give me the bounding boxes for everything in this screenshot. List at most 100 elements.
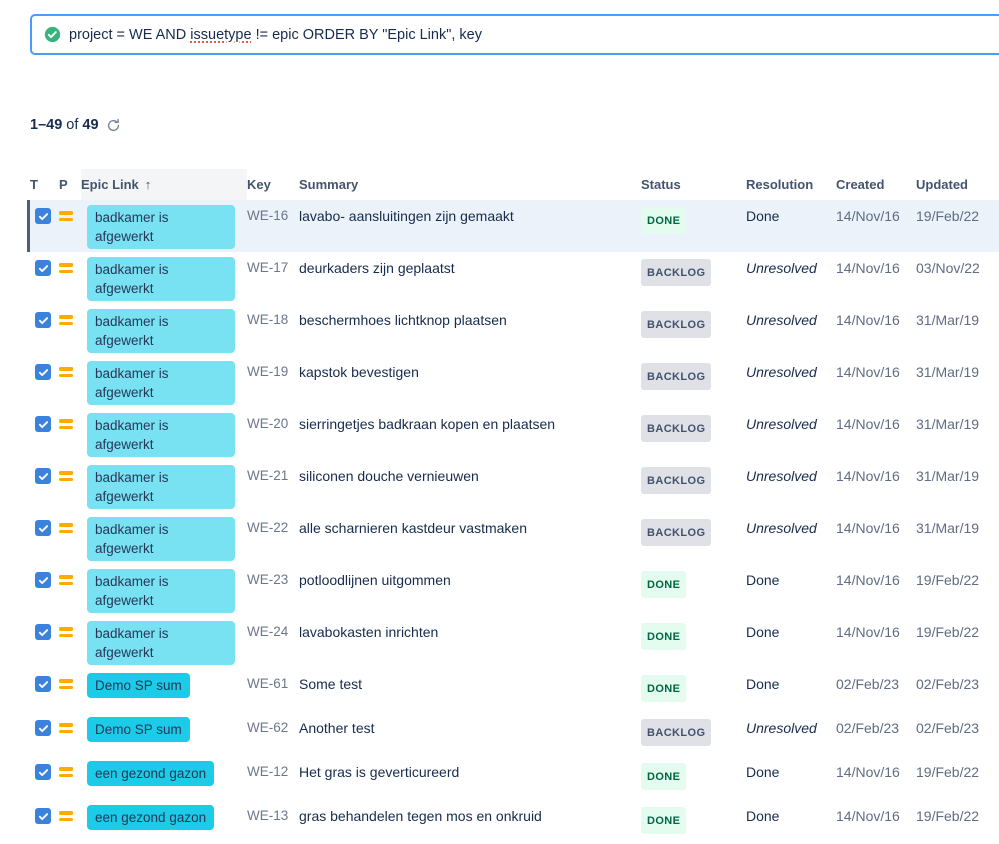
table-row[interactable]: badkamer is afgewerkt WE-18 beschermhoes… [27,304,999,356]
epic-link-badge[interactable]: badkamer is afgewerkt [87,517,235,561]
table-row[interactable]: een gezond gazon WE-12 Het gras is gever… [27,756,999,800]
col-header-created[interactable]: Created [836,177,885,192]
col-header-type[interactable]: T [30,177,38,192]
col-header-priority[interactable]: P [59,177,68,192]
jql-query-text[interactable]: project = WE AND issuetype != epic ORDER… [69,27,482,43]
issue-type-checkbox-icon[interactable] [35,764,51,780]
issue-type-checkbox-icon[interactable] [35,260,51,276]
issue-summary[interactable]: Some test [299,676,363,692]
issue-summary[interactable]: siliconen douche vernieuwen [299,468,479,484]
type-cell [30,717,59,736]
col-header-updated[interactable]: Updated [916,177,968,192]
epic-link-badge[interactable]: badkamer is afgewerkt [87,361,235,405]
col-header-resolution[interactable]: Resolution [746,177,814,192]
updated-date: 19/Feb/22 [916,764,980,780]
issue-summary[interactable]: gras behandelen tegen mos en onkruid [299,808,542,824]
priority-medium-icon [59,723,73,733]
table-row[interactable]: badkamer is afgewerkt WE-23 potloodlijne… [27,564,999,616]
status-cell: BACKLOG [641,413,746,442]
issue-key[interactable]: WE-62 [247,720,289,735]
status-cell: BACKLOG [641,465,746,494]
epic-link-badge[interactable]: badkamer is afgewerkt [87,257,235,301]
issue-key[interactable]: WE-24 [247,624,289,639]
table-row[interactable]: badkamer is afgewerkt WE-16 lavabo- aans… [27,200,999,252]
issue-key[interactable]: WE-19 [247,364,289,379]
epic-link-badge[interactable]: badkamer is afgewerkt [87,621,235,665]
issue-summary[interactable]: lavabokasten inrichten [299,624,439,640]
issue-key[interactable]: WE-22 [247,520,289,535]
type-cell [30,257,59,276]
status-cell: BACKLOG [641,361,746,390]
refresh-icon[interactable] [106,118,121,133]
issue-type-checkbox-icon[interactable] [35,520,51,536]
issue-type-checkbox-icon[interactable] [35,312,51,328]
col-header-summary[interactable]: Summary [299,177,359,192]
issue-summary[interactable]: potloodlijnen uitgommen [299,572,451,588]
epic-link-badge[interactable]: Demo SP sum [87,717,190,742]
epic-link-badge[interactable]: badkamer is afgewerkt [87,413,235,457]
results-pagination: 1–49 of 49 [30,117,121,133]
issue-type-checkbox-icon[interactable] [35,364,51,380]
updated-date: 19/Feb/22 [916,808,980,824]
table-row[interactable]: badkamer is afgewerkt WE-19 kapstok beve… [27,356,999,408]
issue-summary[interactable]: alle scharnieren kastdeur vastmaken [299,520,528,536]
issue-key[interactable]: WE-20 [247,416,289,431]
table-row[interactable]: een gezond gazon WE-13 gras behandelen t… [27,800,999,844]
updated-date: 31/Mar/19 [916,364,980,380]
issue-key[interactable]: WE-21 [247,468,289,483]
issue-key[interactable]: WE-16 [247,208,289,223]
issue-summary[interactable]: lavabo- aansluitingen zijn gemaakt [299,208,514,224]
table-row[interactable]: badkamer is afgewerkt WE-21 siliconen do… [27,460,999,512]
issue-summary[interactable]: beschermhoes lichtknop plaatsen [299,312,507,328]
issue-type-checkbox-icon[interactable] [35,676,51,692]
priority-medium-icon [59,315,73,325]
status-cell: DONE [641,205,746,234]
issue-type-checkbox-icon[interactable] [35,416,51,432]
issue-key[interactable]: WE-61 [247,676,289,691]
issue-summary[interactable]: Het gras is geverticureerd [299,764,460,780]
resolution-value: Unresolved [746,520,817,536]
issue-summary[interactable]: deurkaders zijn geplaatst [299,260,455,276]
priority-cell [59,717,87,739]
epic-link-badge[interactable]: badkamer is afgewerkt [87,205,235,249]
issue-key[interactable]: WE-12 [247,764,289,779]
issue-summary[interactable]: sierringetjes badkraan kopen en plaatsen [299,416,556,432]
issue-type-checkbox-icon[interactable] [35,572,51,588]
issue-summary[interactable]: kapstok bevestigen [299,364,419,380]
table-row[interactable]: badkamer is afgewerkt WE-24 lavabokasten… [27,616,999,668]
issue-summary[interactable]: Another test [299,720,375,736]
epic-link-badge[interactable]: badkamer is afgewerkt [87,309,235,353]
status-cell: BACKLOG [641,309,746,338]
table-row[interactable]: Demo SP sum WE-61 Some test DONE Done 02… [27,668,999,712]
issue-key[interactable]: WE-13 [247,808,289,823]
table-row[interactable]: badkamer is afgewerkt WE-22 alle scharni… [27,512,999,564]
epic-link-badge[interactable]: een gezond gazon [87,761,215,786]
issue-type-checkbox-icon[interactable] [35,208,51,224]
status-badge: BACKLOG [641,719,712,746]
priority-medium-icon [59,367,73,377]
issue-type-checkbox-icon[interactable] [35,468,51,484]
issue-type-checkbox-icon[interactable] [35,808,51,824]
status-cell: DONE [641,673,746,702]
resolution-value: Done [746,572,780,588]
issue-key[interactable]: WE-18 [247,312,289,327]
table-row[interactable]: badkamer is afgewerkt WE-17 deurkaders z… [27,252,999,304]
resolution-value: Unresolved [746,260,817,276]
epic-link-badge[interactable]: badkamer is afgewerkt [87,465,235,509]
epic-link-badge[interactable]: badkamer is afgewerkt [87,569,235,613]
table-row[interactable]: badkamer is afgewerkt WE-20 sierringetje… [27,408,999,460]
issue-key[interactable]: WE-17 [247,260,289,275]
table-row[interactable]: Demo SP sum WE-62 Another test BACKLOG U… [27,712,999,756]
status-badge: DONE [641,571,687,598]
status-badge: BACKLOG [641,467,712,494]
issue-key[interactable]: WE-23 [247,572,289,587]
epic-link-badge[interactable]: Demo SP sum [87,673,190,698]
col-header-key[interactable]: Key [247,177,271,192]
epic-link-badge[interactable]: een gezond gazon [87,805,215,830]
col-header-epic-link[interactable]: Epic Link ↑ [81,169,247,200]
issue-type-checkbox-icon[interactable] [35,624,51,640]
issue-type-checkbox-icon[interactable] [35,720,51,736]
col-header-status[interactable]: Status [641,177,681,192]
status-cell: BACKLOG [641,717,746,746]
jql-search-input[interactable]: project = WE AND issuetype != epic ORDER… [30,14,999,55]
